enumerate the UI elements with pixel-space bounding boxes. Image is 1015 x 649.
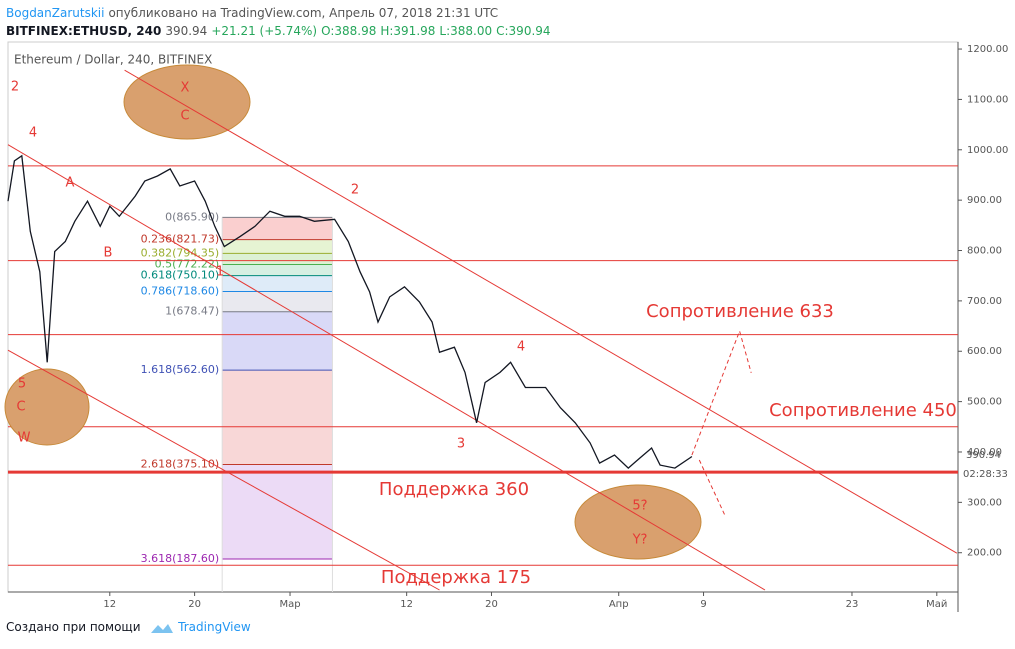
fib-label: 2.618(375.10)	[141, 458, 220, 471]
fib-band	[222, 275, 333, 292]
y-tick-label: 400.00	[967, 447, 1002, 458]
y-tick-label: 1200.00	[967, 44, 1008, 55]
footer: Создано при помощи TradingView	[6, 620, 251, 635]
y-tick-label: 500.00	[967, 397, 1002, 408]
y-tick-label: 200.00	[967, 548, 1002, 559]
chart: 0(865.90)0.236(821.73)0.382(794.35)0.5(7…	[4, 41, 1008, 612]
chart-title: Ethereum / Dollar, 240, BITFINEX	[14, 53, 212, 67]
wave-label: A	[66, 176, 75, 191]
author[interactable]: BogdanZarutskii	[6, 6, 105, 20]
wave-label: 1	[216, 265, 224, 280]
wave-label: 5	[18, 377, 26, 392]
y-tick-label: 800.00	[967, 246, 1002, 257]
fib-label: 0.618(750.10)	[141, 269, 220, 282]
y-tick-label: 600.00	[967, 346, 1002, 357]
high: H:391.98	[380, 24, 436, 38]
wave-label: 2	[351, 183, 359, 198]
fib-label: 0.236(821.73)	[141, 233, 220, 246]
fib-band	[222, 264, 333, 276]
price-line	[7, 154, 693, 469]
open: O:388.98	[321, 24, 377, 38]
forecast-line	[691, 329, 752, 456]
x-tick-label: Мар	[279, 599, 300, 610]
header-line: BogdanZarutskii опубликовано на TradingVi…	[6, 4, 555, 22]
wave-label: 2	[11, 80, 19, 95]
fib-label: 0.382(794.35)	[141, 246, 220, 259]
made-with: Создано при помощи	[6, 620, 141, 634]
channel-line	[124, 69, 958, 554]
x-tick-label: 20	[485, 599, 498, 610]
y-tick-label: 300.00	[967, 497, 1002, 508]
y-tick-label: 1000.00	[967, 145, 1008, 156]
header-line: BITFINEX:ETHUSD, 240 390.94 +21.21 (+5.74%…	[6, 22, 555, 40]
fib-label: 1.618(562.60)	[141, 363, 220, 376]
wave-label: X	[181, 81, 190, 96]
low: L:388.00	[439, 24, 493, 38]
price: 390.94	[165, 24, 208, 38]
x-tick-label: 23	[846, 599, 859, 610]
wave-label: Y?	[632, 533, 648, 548]
header: BogdanZarutskii опубликовано на TradingVi…	[6, 4, 555, 40]
last-price: 390.94	[966, 450, 1001, 461]
wave-label: C	[180, 109, 189, 124]
wave-label: 4	[29, 126, 37, 141]
change: +21.21 (+5.74%)	[211, 24, 318, 38]
fib-band	[222, 239, 333, 254]
channel-line	[7, 144, 766, 591]
fib-label: 0(865.90)	[165, 210, 219, 223]
channel-line	[7, 349, 440, 591]
fib-band	[222, 464, 333, 559]
wave-label: 3	[457, 437, 465, 452]
level-label: Поддержка 360	[379, 479, 529, 500]
y-tick-label: 700.00	[967, 296, 1002, 307]
level-label: Поддержка 175	[381, 567, 531, 588]
fib-band	[222, 253, 333, 265]
forecast-line	[698, 459, 726, 516]
y-tick-label: 900.00	[967, 195, 1002, 206]
wave-label: 4	[517, 340, 525, 355]
wave-ellipse	[574, 484, 702, 560]
fib-band	[222, 217, 333, 240]
x-tick-label: 20	[188, 599, 201, 610]
fib-band	[222, 291, 333, 312]
fib-label: 0.786(718.60)	[141, 285, 220, 298]
fib-label: 1(678.47)	[165, 305, 219, 318]
published: опубликовано на TradingView.com, Апрель …	[108, 6, 499, 20]
fib-band	[222, 370, 333, 465]
x-tick-label: 12	[400, 599, 413, 610]
brand[interactable]: TradingView	[178, 620, 251, 634]
wave-label: B	[104, 246, 113, 261]
symbol: BITFINEX:ETHUSD, 240	[6, 24, 162, 38]
x-tick-label: 9	[700, 599, 706, 610]
wave-label: C	[16, 400, 25, 415]
level-label: Сопротивление 450	[769, 400, 957, 421]
x-tick-label: Май	[926, 599, 947, 610]
level-label: Сопротивление 633	[646, 301, 834, 322]
wave-label: 5?	[632, 499, 647, 514]
wave-ellipse	[4, 368, 90, 446]
countdown: 02:28:33	[963, 469, 1008, 480]
wave-label: W	[18, 431, 31, 446]
x-tick-label: Апр	[609, 599, 629, 610]
fib-band	[222, 311, 333, 371]
x-tick-label: 12	[103, 599, 116, 610]
close: C:390.94	[496, 24, 551, 38]
fib-label: 3.618(187.60)	[141, 552, 220, 565]
y-tick-label: 1100.00	[967, 94, 1008, 105]
wave-ellipse	[123, 64, 251, 140]
logo	[151, 623, 174, 633]
